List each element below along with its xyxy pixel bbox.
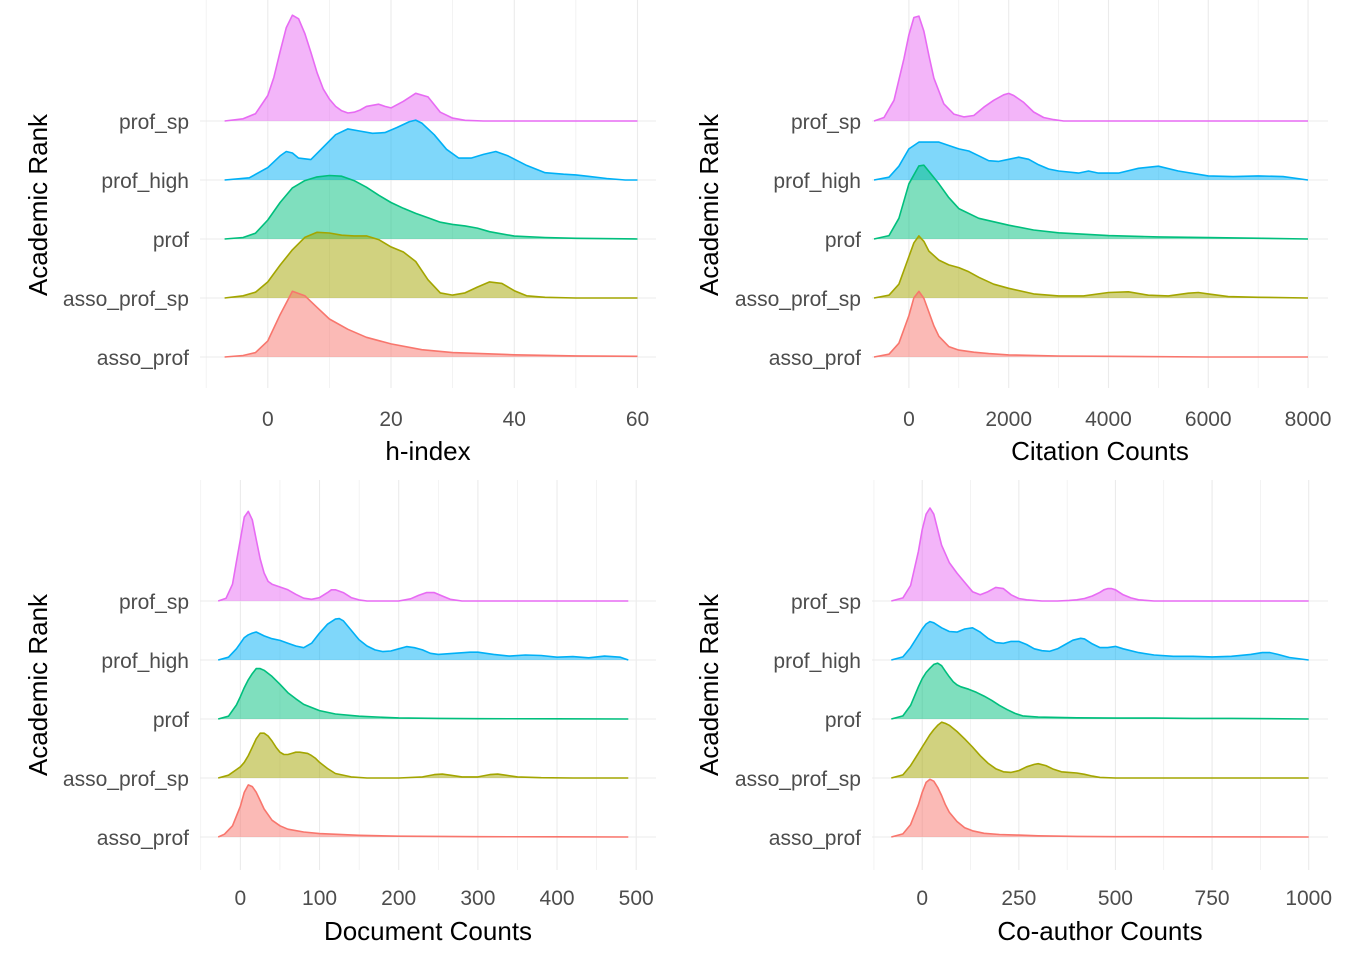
ridge-area-prof_sp <box>874 16 1308 122</box>
x-tick-label: 200 <box>381 887 416 910</box>
ridge-area-prof_sp <box>891 508 1309 601</box>
y-tick-label: prof_high <box>773 650 861 673</box>
ridge-area-asso_prof_sp <box>874 235 1308 298</box>
x-tick-label: 60 <box>626 408 649 431</box>
y-axis-title: Academic Rank <box>23 113 53 296</box>
y-tick-label: prof_high <box>101 170 189 193</box>
y-axis-title: Academic Rank <box>694 593 724 776</box>
ridge-line-prof <box>873 164 1309 240</box>
ridge-area-prof_high <box>874 142 1308 180</box>
y-axis-title: Academic Rank <box>23 593 53 776</box>
y-tick-label: asso_prof <box>769 827 861 850</box>
ridge-area-asso_prof <box>874 291 1308 357</box>
ridge-area-prof <box>224 175 638 239</box>
x-tick-label: 0 <box>916 887 928 910</box>
y-tick-label: asso_prof_sp <box>735 288 861 311</box>
panel-citation-counts: asso_prof asso_prof_sp prof prof_high prof_s… <box>694 0 1331 466</box>
x-tick-label: 1000 <box>1285 887 1332 910</box>
ridge-area-prof_sp <box>218 511 629 601</box>
ridge-line-prof_sp <box>891 507 1309 602</box>
ridge-area-asso_prof <box>891 779 1309 837</box>
x-tick-label: 250 <box>1001 887 1036 910</box>
ridge-area-prof <box>218 668 629 719</box>
ridge-line-asso_prof <box>217 784 629 838</box>
x-axis-title: Citation Counts <box>1011 436 1189 466</box>
y-tick-label: prof <box>825 229 861 252</box>
x-tick-label: 300 <box>460 887 495 910</box>
ridge-area-prof <box>874 165 1308 239</box>
x-tick-label: 400 <box>540 887 575 910</box>
ridge-area-asso_prof_sp <box>891 722 1309 778</box>
y-tick-label: asso_prof <box>769 347 861 370</box>
x-tick-label: 500 <box>619 887 654 910</box>
ridge-area-asso_prof_sp <box>218 733 629 778</box>
x-tick-label: 750 <box>1195 887 1230 910</box>
x-tick-label: 20 <box>379 408 402 431</box>
y-tick-label: prof_sp <box>119 111 189 134</box>
ridge-line-prof <box>217 667 629 720</box>
y-tick-label: prof_sp <box>791 591 861 614</box>
panel-co-author-counts: asso_prof asso_prof_sp prof prof_high prof_s… <box>694 480 1332 946</box>
ridge-line-prof <box>224 174 638 240</box>
ridge-line-asso_prof_sp <box>224 231 638 299</box>
x-tick-label: 40 <box>503 408 526 431</box>
x-axis-title: Document Counts <box>324 916 532 946</box>
ridge-area-prof_sp <box>224 15 638 122</box>
y-tick-label: asso_prof_sp <box>735 768 861 791</box>
y-tick-label: asso_prof_sp <box>63 288 189 311</box>
y-tick-label: prof_high <box>773 170 861 193</box>
ridge-line-asso_prof_sp <box>891 721 1309 779</box>
y-tick-label: prof_sp <box>791 111 861 134</box>
x-tick-label: 0 <box>235 887 247 910</box>
ridge-line-prof_high <box>873 141 1309 181</box>
ridge-line-asso_prof <box>891 778 1309 838</box>
x-tick-label: 4000 <box>1085 408 1132 431</box>
ridge-line-asso_prof <box>873 290 1308 358</box>
ridge-line-prof_high <box>891 620 1309 661</box>
y-tick-label: prof_sp <box>119 591 189 614</box>
y-tick-label: prof_high <box>101 650 189 673</box>
x-tick-label: 100 <box>302 887 337 910</box>
x-axis-title: Co-author Counts <box>997 916 1202 946</box>
y-tick-label: prof <box>825 709 861 732</box>
y-axis-title: Academic Rank <box>694 113 724 296</box>
x-tick-label: 6000 <box>1185 408 1232 431</box>
ridge-line-prof_sp <box>873 15 1308 122</box>
ridge-area-prof_high <box>891 621 1309 660</box>
ridge-line-prof_sp <box>217 510 629 602</box>
y-tick-label: prof <box>153 709 189 732</box>
y-tick-label: prof <box>153 229 189 252</box>
ridge-area-asso_prof <box>224 291 638 357</box>
panel-h-index: asso_prof asso_prof_sp prof prof_high prof_s… <box>23 0 656 466</box>
x-tick-label: 0 <box>262 408 274 431</box>
ridge-area-prof_high <box>218 618 629 660</box>
ridge-area-prof <box>891 663 1309 719</box>
ridge-line-prof <box>891 662 1309 720</box>
ridge-line-prof_high <box>224 119 638 181</box>
ridge-area-prof_high <box>224 120 638 180</box>
ridge-line-prof_sp <box>224 14 638 122</box>
x-tick-label: 0 <box>903 408 915 431</box>
y-tick-label: asso_prof <box>97 827 189 850</box>
y-tick-label: asso_prof_sp <box>63 768 189 791</box>
panel-document-counts: asso_prof asso_prof_sp prof prof_high prof_s… <box>23 480 656 946</box>
x-tick-label: 8000 <box>1285 408 1332 431</box>
y-tick-label: asso_prof <box>97 347 189 370</box>
ridge-line-prof_high <box>217 617 629 661</box>
ridge-line-asso_prof_sp <box>217 732 629 779</box>
ridge-area-asso_prof_sp <box>224 232 638 298</box>
x-tick-label: 500 <box>1098 887 1133 910</box>
ridge-line-asso_prof_sp <box>873 235 1309 299</box>
ridge-line-asso_prof <box>224 290 638 358</box>
x-axis-title: h-index <box>385 436 470 466</box>
ridge-area-asso_prof <box>218 784 629 837</box>
x-tick-label: 2000 <box>985 408 1032 431</box>
